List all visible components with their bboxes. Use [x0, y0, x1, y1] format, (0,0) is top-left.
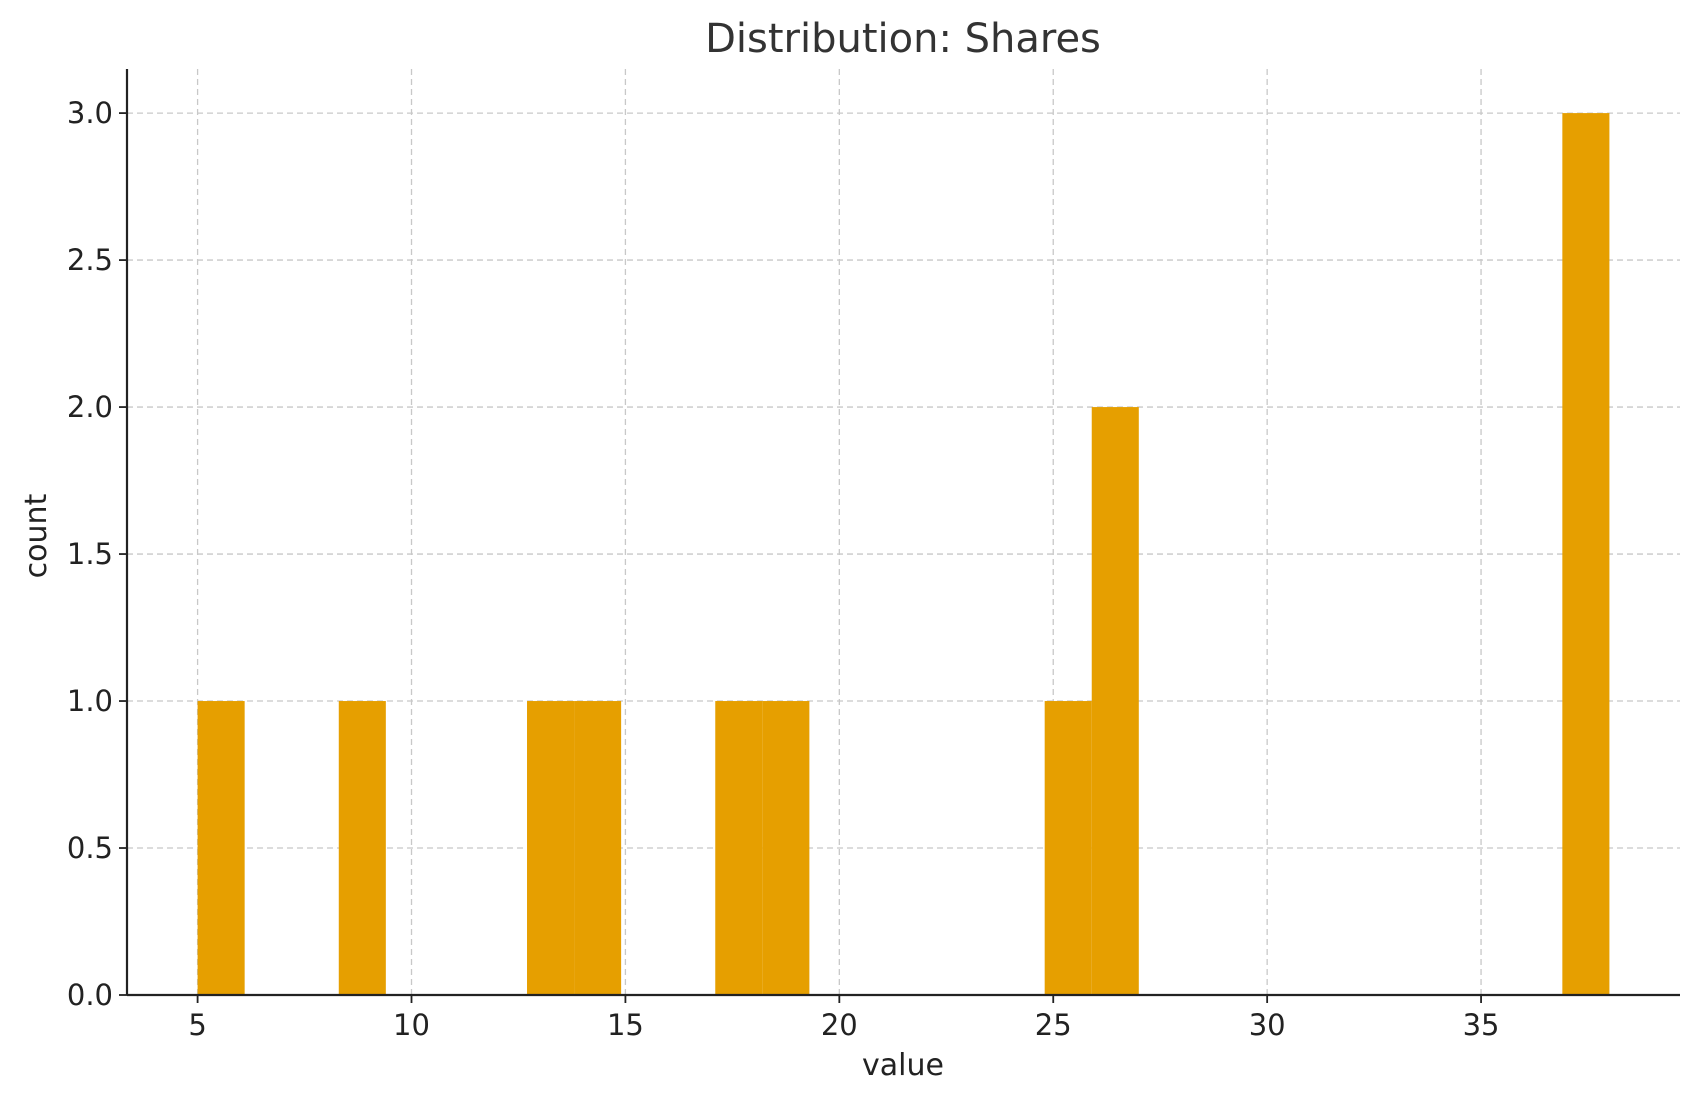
x-axis-label: value: [862, 1048, 944, 1083]
y-axis-label: count: [19, 493, 54, 578]
histogram-bar: [527, 701, 575, 995]
histogram-bar: [1091, 407, 1139, 996]
y-tick-label: 2.0: [67, 390, 113, 424]
histogram-bar: [715, 701, 763, 995]
x-tick-label: 35: [1463, 1008, 1500, 1042]
x-tick-label: 25: [1035, 1008, 1072, 1042]
y-tick-label: 3.0: [67, 96, 113, 130]
y-tick-label: 2.5: [67, 243, 113, 277]
histogram-bar: [1562, 113, 1610, 996]
y-tick-label: 1.0: [67, 684, 113, 718]
bars: [197, 113, 1610, 996]
y-tick-label: 0.5: [67, 831, 113, 865]
y-tick-label: 1.5: [67, 537, 113, 571]
axes: [125, 69, 1680, 997]
histogram-bar: [1044, 701, 1092, 995]
y-tick-label: 0.0: [67, 978, 113, 1012]
chart-title: Distribution: Shares: [705, 16, 1101, 62]
grid: [127, 69, 1680, 996]
histogram-bar: [197, 701, 245, 995]
x-tick-label: 15: [607, 1008, 644, 1042]
histogram-bar: [338, 701, 386, 995]
x-tick-label: 30: [1249, 1008, 1286, 1042]
histogram-bar: [762, 701, 810, 995]
x-tick-label: 20: [821, 1008, 858, 1042]
histogram-bar: [574, 701, 622, 995]
ticks: 5 10 15 20 25 30 35 0.0 0.5 1.0 1.5 2.0 2.5 3.0: [67, 96, 1500, 1042]
x-tick-label: 10: [393, 1008, 430, 1042]
x-tick-label: 5: [188, 1008, 206, 1042]
